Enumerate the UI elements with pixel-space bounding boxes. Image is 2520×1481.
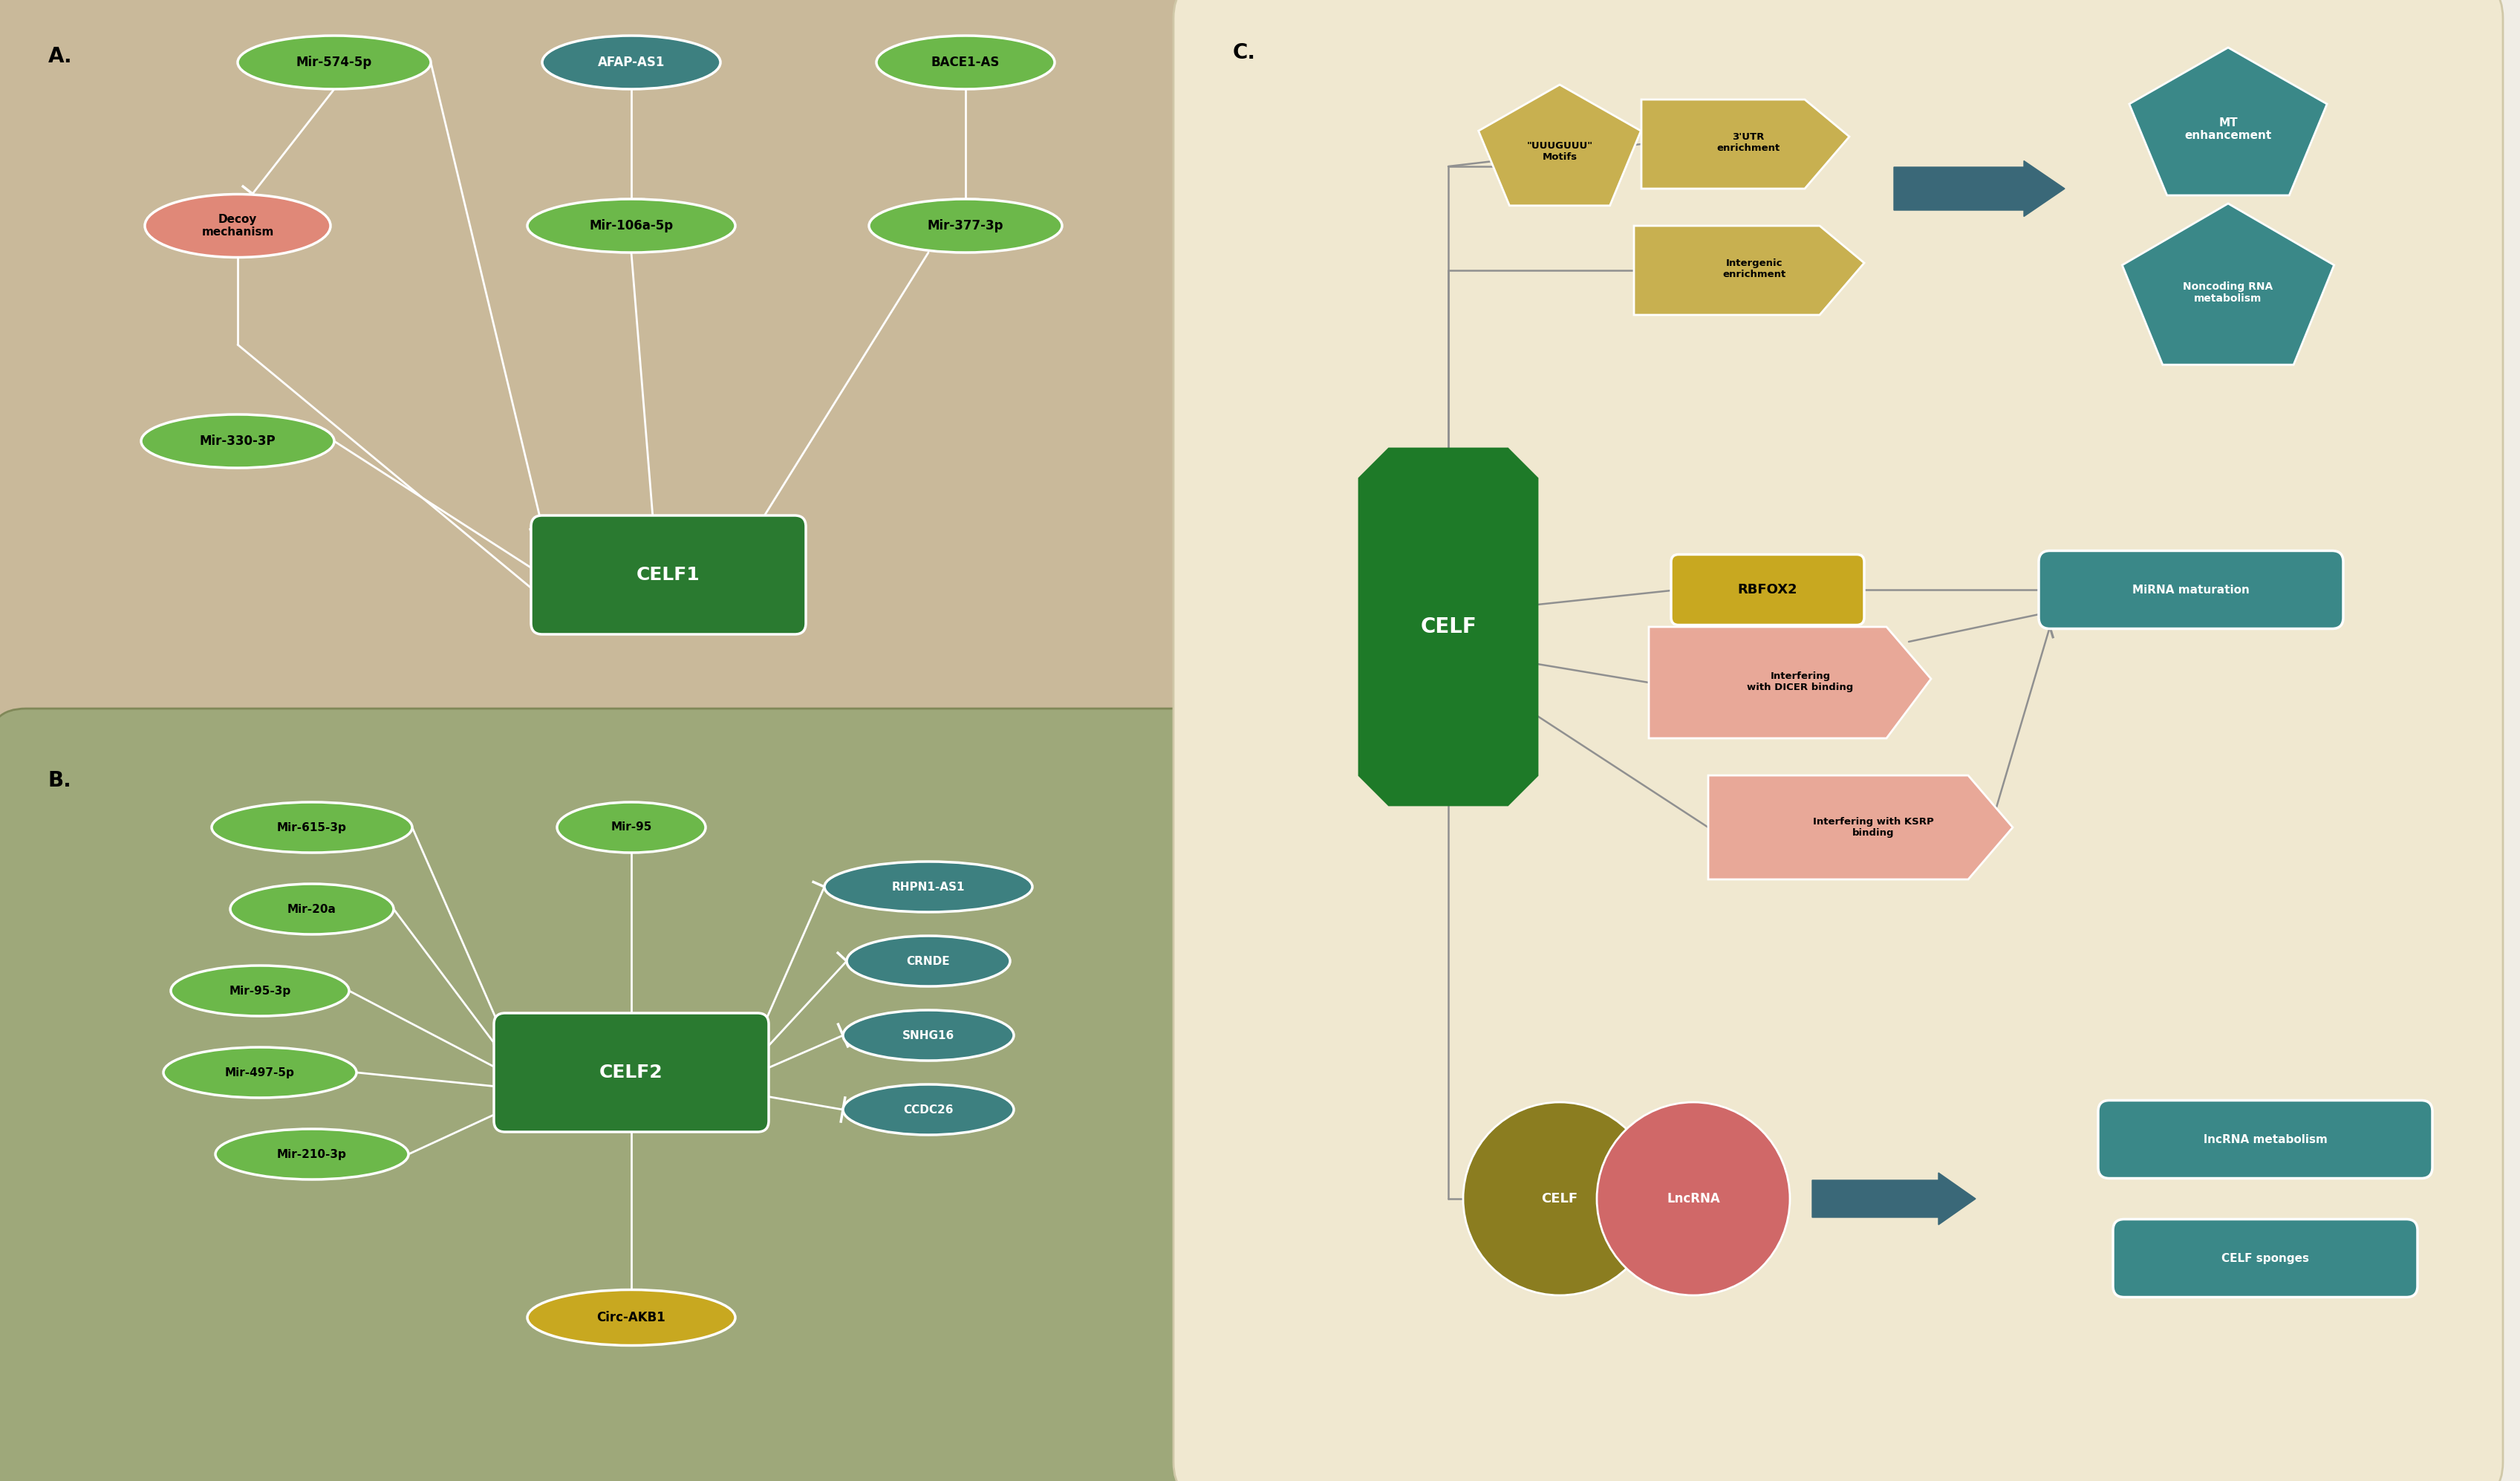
- Ellipse shape: [141, 415, 335, 468]
- Circle shape: [1598, 1102, 1789, 1296]
- Ellipse shape: [869, 198, 1061, 253]
- Ellipse shape: [164, 1047, 355, 1097]
- FancyArrow shape: [1895, 161, 2064, 216]
- Text: Mir-20a: Mir-20a: [287, 903, 335, 915]
- FancyArrow shape: [1812, 1173, 1976, 1225]
- Text: RBFOX2: RBFOX2: [1739, 584, 1797, 597]
- Text: Mir-106a-5p: Mir-106a-5p: [590, 219, 673, 233]
- Ellipse shape: [214, 1129, 408, 1179]
- Ellipse shape: [527, 198, 736, 253]
- Text: CELF1: CELF1: [638, 566, 701, 584]
- Ellipse shape: [212, 803, 413, 853]
- Ellipse shape: [824, 862, 1033, 912]
- Polygon shape: [2122, 203, 2334, 364]
- Text: Mir-574-5p: Mir-574-5p: [297, 56, 373, 70]
- Ellipse shape: [847, 936, 1011, 986]
- Polygon shape: [1358, 449, 1537, 806]
- Text: CELF sponges: CELF sponges: [2223, 1253, 2308, 1263]
- Ellipse shape: [844, 1084, 1013, 1134]
- FancyBboxPatch shape: [1671, 554, 1865, 625]
- Polygon shape: [1633, 225, 1865, 315]
- Polygon shape: [1648, 626, 1930, 738]
- FancyBboxPatch shape: [2039, 551, 2344, 629]
- Text: CELF: CELF: [1421, 616, 1477, 637]
- FancyBboxPatch shape: [2099, 1100, 2432, 1179]
- Text: RHPN1-AS1: RHPN1-AS1: [892, 881, 965, 893]
- Polygon shape: [1709, 776, 2013, 880]
- Polygon shape: [1641, 99, 1850, 188]
- FancyBboxPatch shape: [0, 0, 1222, 769]
- FancyBboxPatch shape: [532, 515, 806, 634]
- Text: SNHG16: SNHG16: [902, 1029, 955, 1041]
- Text: MT
enhancement: MT enhancement: [2185, 117, 2271, 141]
- Ellipse shape: [237, 36, 431, 89]
- Ellipse shape: [229, 884, 393, 935]
- Circle shape: [1464, 1102, 1656, 1296]
- Ellipse shape: [877, 36, 1056, 89]
- Text: Mir-497-5p: Mir-497-5p: [224, 1066, 295, 1078]
- Text: "UUUGUUU"
Motifs: "UUUGUUU" Motifs: [1527, 141, 1593, 161]
- Text: A.: A.: [48, 46, 73, 67]
- Ellipse shape: [144, 194, 330, 258]
- Text: Intergenic
enrichment: Intergenic enrichment: [1724, 259, 1787, 280]
- Text: B.: B.: [48, 770, 73, 791]
- Text: Interfering with KSRP
binding: Interfering with KSRP binding: [1812, 818, 1933, 838]
- Text: Mir-377-3p: Mir-377-3p: [927, 219, 1003, 233]
- Ellipse shape: [542, 36, 721, 89]
- Text: AFAP-AS1: AFAP-AS1: [597, 56, 665, 70]
- Ellipse shape: [844, 1010, 1013, 1060]
- Text: Circ-AKB1: Circ-AKB1: [597, 1311, 665, 1324]
- Text: CRNDE: CRNDE: [907, 955, 950, 967]
- Text: Noncoding RNA
metabolism: Noncoding RNA metabolism: [2182, 281, 2273, 304]
- FancyBboxPatch shape: [1174, 0, 2502, 1481]
- Ellipse shape: [527, 1290, 736, 1345]
- Text: LncRNA: LncRNA: [1666, 1192, 1721, 1206]
- Text: CELF: CELF: [1542, 1192, 1578, 1206]
- Text: C.: C.: [1232, 43, 1255, 64]
- Text: Interfering
with DICER binding: Interfering with DICER binding: [1746, 671, 1855, 692]
- Text: 3'UTR
enrichment: 3'UTR enrichment: [1716, 132, 1779, 153]
- Text: Mir-330-3P: Mir-330-3P: [199, 434, 275, 447]
- Text: CCDC26: CCDC26: [902, 1103, 953, 1115]
- Polygon shape: [1479, 84, 1641, 206]
- Text: lncRNA metabolism: lncRNA metabolism: [2202, 1134, 2328, 1145]
- Text: Mir-95: Mir-95: [610, 822, 653, 832]
- FancyBboxPatch shape: [0, 708, 1222, 1481]
- Polygon shape: [2129, 47, 2326, 195]
- FancyBboxPatch shape: [494, 1013, 769, 1131]
- Text: Mir-615-3p: Mir-615-3p: [277, 822, 348, 832]
- Ellipse shape: [557, 803, 706, 853]
- Text: Decoy
mechanism: Decoy mechanism: [202, 213, 275, 238]
- Text: MiRNA maturation: MiRNA maturation: [2132, 584, 2250, 595]
- Text: Mir-210-3p: Mir-210-3p: [277, 1149, 348, 1160]
- Text: CELF2: CELF2: [600, 1063, 663, 1081]
- Ellipse shape: [171, 966, 350, 1016]
- FancyBboxPatch shape: [2112, 1219, 2417, 1297]
- Text: BACE1-AS: BACE1-AS: [932, 56, 1000, 70]
- Text: Mir-95-3p: Mir-95-3p: [229, 985, 290, 997]
